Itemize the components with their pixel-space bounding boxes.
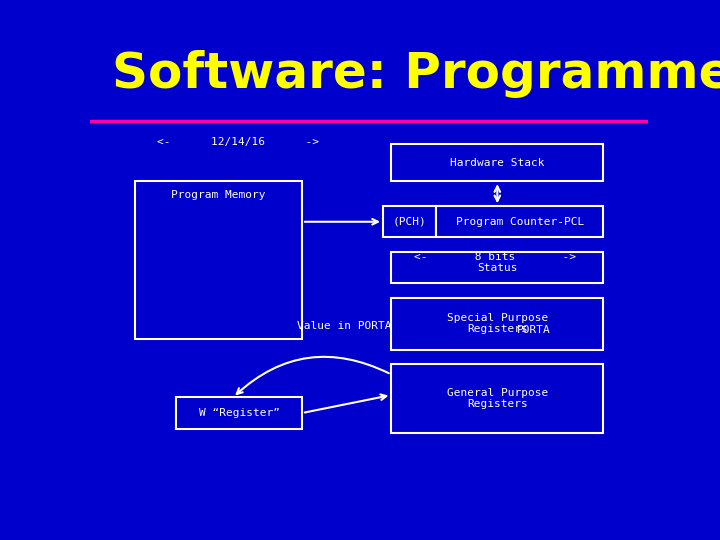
- Text: Special Purpose
Registers: Special Purpose Registers: [446, 313, 548, 334]
- FancyBboxPatch shape: [392, 252, 603, 283]
- Text: PORTA: PORTA: [517, 325, 551, 335]
- Text: Status: Status: [477, 262, 518, 273]
- FancyArrowPatch shape: [237, 357, 389, 394]
- Text: W “Register”: W “Register”: [199, 408, 280, 418]
- Text: General Purpose
Registers: General Purpose Registers: [446, 388, 548, 409]
- Text: Software: Programmers Model: Software: Programmers Model: [112, 50, 720, 98]
- FancyBboxPatch shape: [392, 298, 603, 349]
- FancyArrowPatch shape: [495, 186, 500, 201]
- FancyBboxPatch shape: [436, 206, 603, 238]
- Text: Program Counter-PCL: Program Counter-PCL: [456, 217, 584, 227]
- FancyBboxPatch shape: [392, 144, 603, 181]
- Text: Value in PORTA: Value in PORTA: [297, 321, 391, 331]
- Text: <-       8 bits       ->: <- 8 bits ->: [413, 252, 575, 262]
- FancyBboxPatch shape: [392, 364, 603, 433]
- FancyBboxPatch shape: [383, 206, 436, 238]
- Text: (PCH): (PCH): [392, 217, 426, 227]
- FancyBboxPatch shape: [135, 181, 302, 339]
- Text: Hardware Stack: Hardware Stack: [450, 158, 544, 167]
- FancyBboxPatch shape: [176, 397, 302, 429]
- Text: Program Memory: Program Memory: [171, 190, 266, 200]
- FancyArrowPatch shape: [305, 219, 378, 225]
- FancyArrowPatch shape: [305, 394, 387, 413]
- Text: <-      12/14/16      ->: <- 12/14/16 ->: [157, 137, 319, 147]
